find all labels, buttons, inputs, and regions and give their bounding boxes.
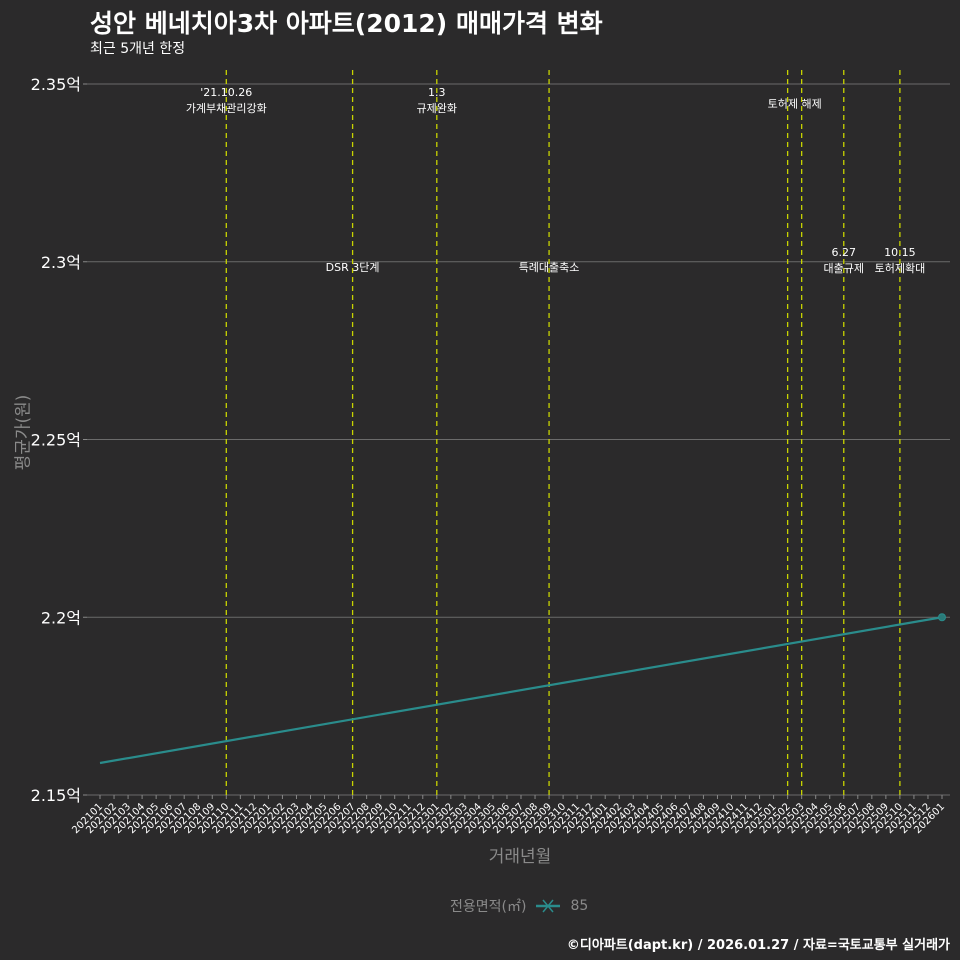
y-tick-label: 2.35억 [31,75,81,94]
y-tick-label: 2.25억 [31,431,81,450]
chart-title: 성안 베네치아3차 아파트(2012) 매매가격 변화 [90,9,603,38]
data-point [938,613,946,622]
y-tick-label: 2.3억 [41,253,81,272]
legend-title: 전용면적(㎡) [450,899,527,915]
event-annotation: 대출규제 [824,262,864,275]
y-tick-label: 2.2억 [41,608,81,627]
event-annotation: 규제완화 [417,102,457,115]
x-axis-label: 거래년월 [488,847,552,867]
event-annotation: DSR 3단계 [326,261,380,274]
legend: 전용면적(㎡) 85 [450,896,588,916]
event-annotation: 1.3 [428,86,446,99]
legend-item-85: 85 [570,898,589,914]
event-annotation: 10.15 [884,246,916,259]
y-tick-label: 2.15억 [31,786,81,805]
event-annotation: 가계부채관리강화 [186,102,267,115]
event-annotation: 토허제확대 [875,262,926,275]
event-annotation: 특례대출축소 [519,261,580,274]
event-annotation: 6.27 [832,246,857,259]
chart-subtitle: 최근 5개년 한정 [90,41,186,57]
event-annotation: 토허제 해제 [768,97,822,111]
event-annotation: '21.10.26 [200,86,252,99]
series-line-85 [99,616,943,765]
source-caption: ©디아파트(dapt.kr) / 2026.01.27 / 자료=국토교통부 실… [566,938,950,953]
legend-line-marker-icon [536,899,561,913]
y-axis-label: 평균가(원) [13,394,34,471]
